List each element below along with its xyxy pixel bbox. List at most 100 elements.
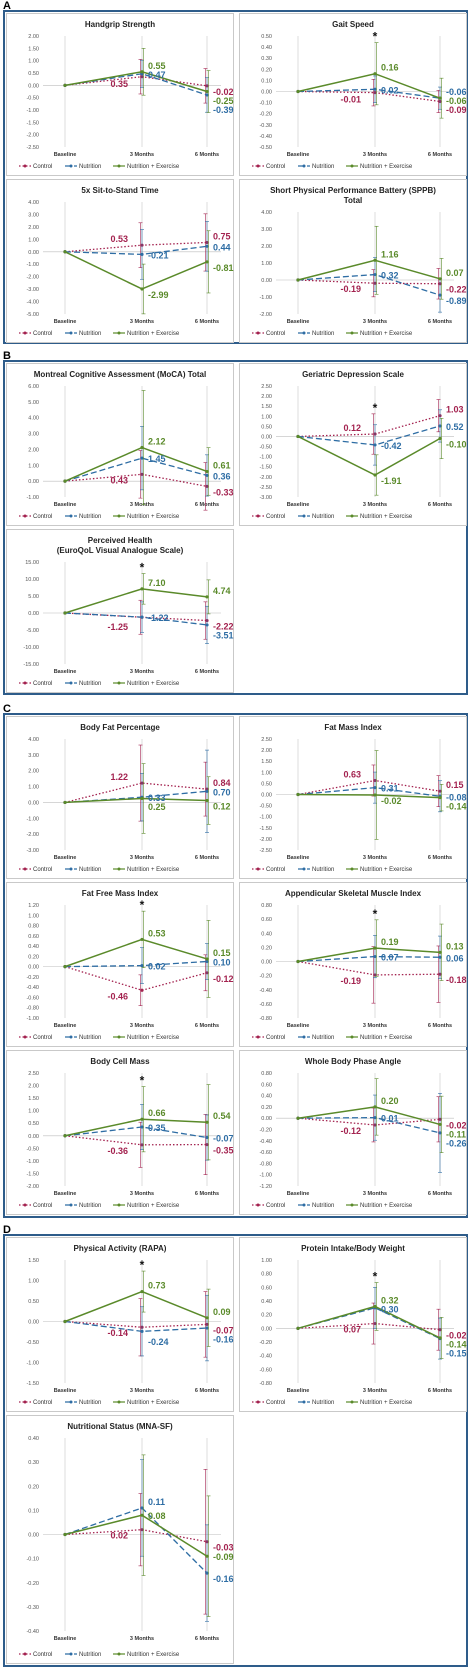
data-label-nutrition: 0.52 xyxy=(446,422,464,432)
y-tick-label: -0.20 xyxy=(259,1340,272,1346)
data-point-exercise xyxy=(140,70,144,74)
data-point-nutrition xyxy=(373,954,377,959)
x-tick-label: 6 Months xyxy=(428,1191,452,1197)
data-label-exercise: 0.09 xyxy=(213,1307,231,1317)
series-line-control xyxy=(64,1135,208,1146)
y-tick-label: 1.00 xyxy=(28,1109,39,1115)
data-label-nutrition: 0.11 xyxy=(148,1497,165,1507)
chart-title: Body Fat Percentage xyxy=(7,723,233,733)
data-label-control: 0.84 xyxy=(213,778,231,788)
y-tick-label: 0.40 xyxy=(261,1299,272,1305)
y-tick-label: -2.00 xyxy=(259,837,272,843)
x-tick-label: Baseline xyxy=(54,1191,77,1197)
significance-marker: * xyxy=(140,1074,145,1088)
data-label-control: 0.02 xyxy=(110,1531,128,1541)
y-tick-label: -2.00 xyxy=(259,312,272,318)
legend-marker-exercise xyxy=(117,514,121,518)
data-label-control: -1.25 xyxy=(107,622,128,632)
legend-label-control: Control xyxy=(266,514,285,520)
legend-label-exercise: Nutrition + Exercise xyxy=(127,1400,180,1406)
chart-title-line: Gait Speed xyxy=(332,20,374,29)
data-label-nutrition: -0.15 xyxy=(446,1349,467,1359)
data-point-exercise xyxy=(205,595,209,599)
legend-marker-exercise xyxy=(350,1203,354,1207)
chart-title-line: Appendicular Skeletal Muscle Index xyxy=(284,889,422,898)
data-label-control: -0.14 xyxy=(107,1328,128,1338)
data-point-nutrition xyxy=(373,786,377,790)
data-point-exercise xyxy=(296,278,300,282)
data-point-exercise xyxy=(296,434,300,439)
chart-title-line: Perceived Health xyxy=(87,536,153,545)
legend-marker-nutrition xyxy=(69,331,73,335)
legend-marker-control xyxy=(23,1400,27,1404)
data-label-exercise: 0.08 xyxy=(148,1511,166,1521)
data-point-nutrition xyxy=(438,1131,442,1135)
y-tick-label: 0.00 xyxy=(261,278,272,284)
chart-title-line: Short Physical Performance Battery (SPPB… xyxy=(270,186,436,195)
data-label-nutrition: -3.51 xyxy=(213,631,234,641)
y-tick-label: 4.00 xyxy=(28,416,39,422)
y-tick-label: -0.50 xyxy=(259,804,272,810)
y-tick-label: -1.00 xyxy=(26,1016,39,1022)
chart-panel-5x-sit-to-stand-time: 5x Sit-to-Stand Time 4.00 3.00 2.00 1.00 0.00… xyxy=(6,179,234,343)
significance-marker: * xyxy=(373,1270,378,1284)
data-point-exercise xyxy=(205,1316,209,1320)
legend-label-nutrition: Nutrition xyxy=(312,164,334,170)
chart-panel-body-fat-percentage: Body Fat Percentage 4.00 3.00 2.00 1.00 0.00 -… xyxy=(6,716,234,879)
chart-panel-appendicular-skeletal-muscle-index: Appendicular Skeletal Muscle Index 0.80 0.… xyxy=(239,882,467,1047)
legend-marker-exercise xyxy=(350,164,354,168)
data-label-nutrition: 0.07 xyxy=(381,953,399,963)
data-label-exercise: 0.12 xyxy=(213,802,231,812)
legend-label-nutrition: Nutrition xyxy=(312,1400,334,1406)
legend-label-control: Control xyxy=(266,1035,285,1041)
y-tick-label: -1.50 xyxy=(259,465,272,471)
data-label-exercise: 0.07 xyxy=(446,268,464,278)
series-line-nutrition xyxy=(64,612,208,626)
data-label-control: 0.07 xyxy=(343,1325,361,1335)
legend-label-nutrition: Nutrition xyxy=(312,1203,334,1209)
y-tick-label: -0.40 xyxy=(259,134,272,140)
data-label-nutrition: -0.08 xyxy=(446,792,467,802)
legend-label-control: Control xyxy=(33,164,52,170)
y-tick-label: 1.00 xyxy=(28,1279,39,1285)
y-tick-label: 15.00 xyxy=(25,560,39,566)
chart-title: 5x Sit-to-Stand Time xyxy=(7,186,233,196)
data-point-exercise xyxy=(205,260,209,264)
data-label-control: 0.53 xyxy=(110,234,128,244)
x-tick-label: Baseline xyxy=(54,152,77,158)
x-tick-label: Baseline xyxy=(54,1388,77,1394)
y-tick-label: 0.40 xyxy=(261,1094,272,1100)
y-tick-label: 0.80 xyxy=(28,924,39,930)
chart-svg: 4.00 3.00 2.00 1.00 0.00 -1.00 -2.00 -3.00 -4.00… xyxy=(19,200,234,337)
chart-title-line: Nutritional Status (MNA-SF) xyxy=(67,1422,173,1431)
chart-title: Montreal Cognitive Assessment (MoCA) Tot… xyxy=(7,370,233,380)
y-tick-label: 0.00 xyxy=(28,83,39,89)
data-point-exercise xyxy=(373,258,377,262)
x-tick-label: Baseline xyxy=(54,502,77,508)
data-label-control: -0.12 xyxy=(213,974,234,984)
y-tick-label: -1.00 xyxy=(259,815,272,821)
series-line-control xyxy=(297,960,441,976)
data-point-nutrition xyxy=(205,1326,209,1330)
y-tick-label: 3.00 xyxy=(28,432,39,438)
legend-marker-exercise xyxy=(117,681,121,685)
data-point-nutrition xyxy=(205,93,209,97)
x-tick-label: 3 Months xyxy=(363,1023,387,1029)
data-point-exercise xyxy=(63,1532,67,1537)
y-tick-label: 1.00 xyxy=(261,414,272,420)
y-tick-label: 0.00 xyxy=(28,1320,39,1326)
y-tick-label: -0.50 xyxy=(26,1340,39,1346)
data-label-exercise: 0.19 xyxy=(381,937,399,947)
data-label-nutrition: 0.33 xyxy=(148,793,166,803)
legend-label-exercise: Nutrition + Exercise xyxy=(360,1203,413,1209)
legend-label-control: Control xyxy=(33,514,52,520)
legend-label-nutrition: Nutrition xyxy=(79,1400,101,1406)
chart-title: Perceived Health (EuroQoL Visual Analogue… xyxy=(7,536,233,556)
data-point-nutrition xyxy=(140,252,144,256)
x-tick-label: Baseline xyxy=(287,1388,310,1394)
y-tick-label: 0.60 xyxy=(261,1082,272,1088)
y-tick-label: 0.20 xyxy=(28,954,39,960)
x-tick-label: 3 Months xyxy=(130,502,154,508)
data-label-nutrition: -0.26 xyxy=(446,1138,467,1148)
data-point-exercise xyxy=(63,800,67,805)
